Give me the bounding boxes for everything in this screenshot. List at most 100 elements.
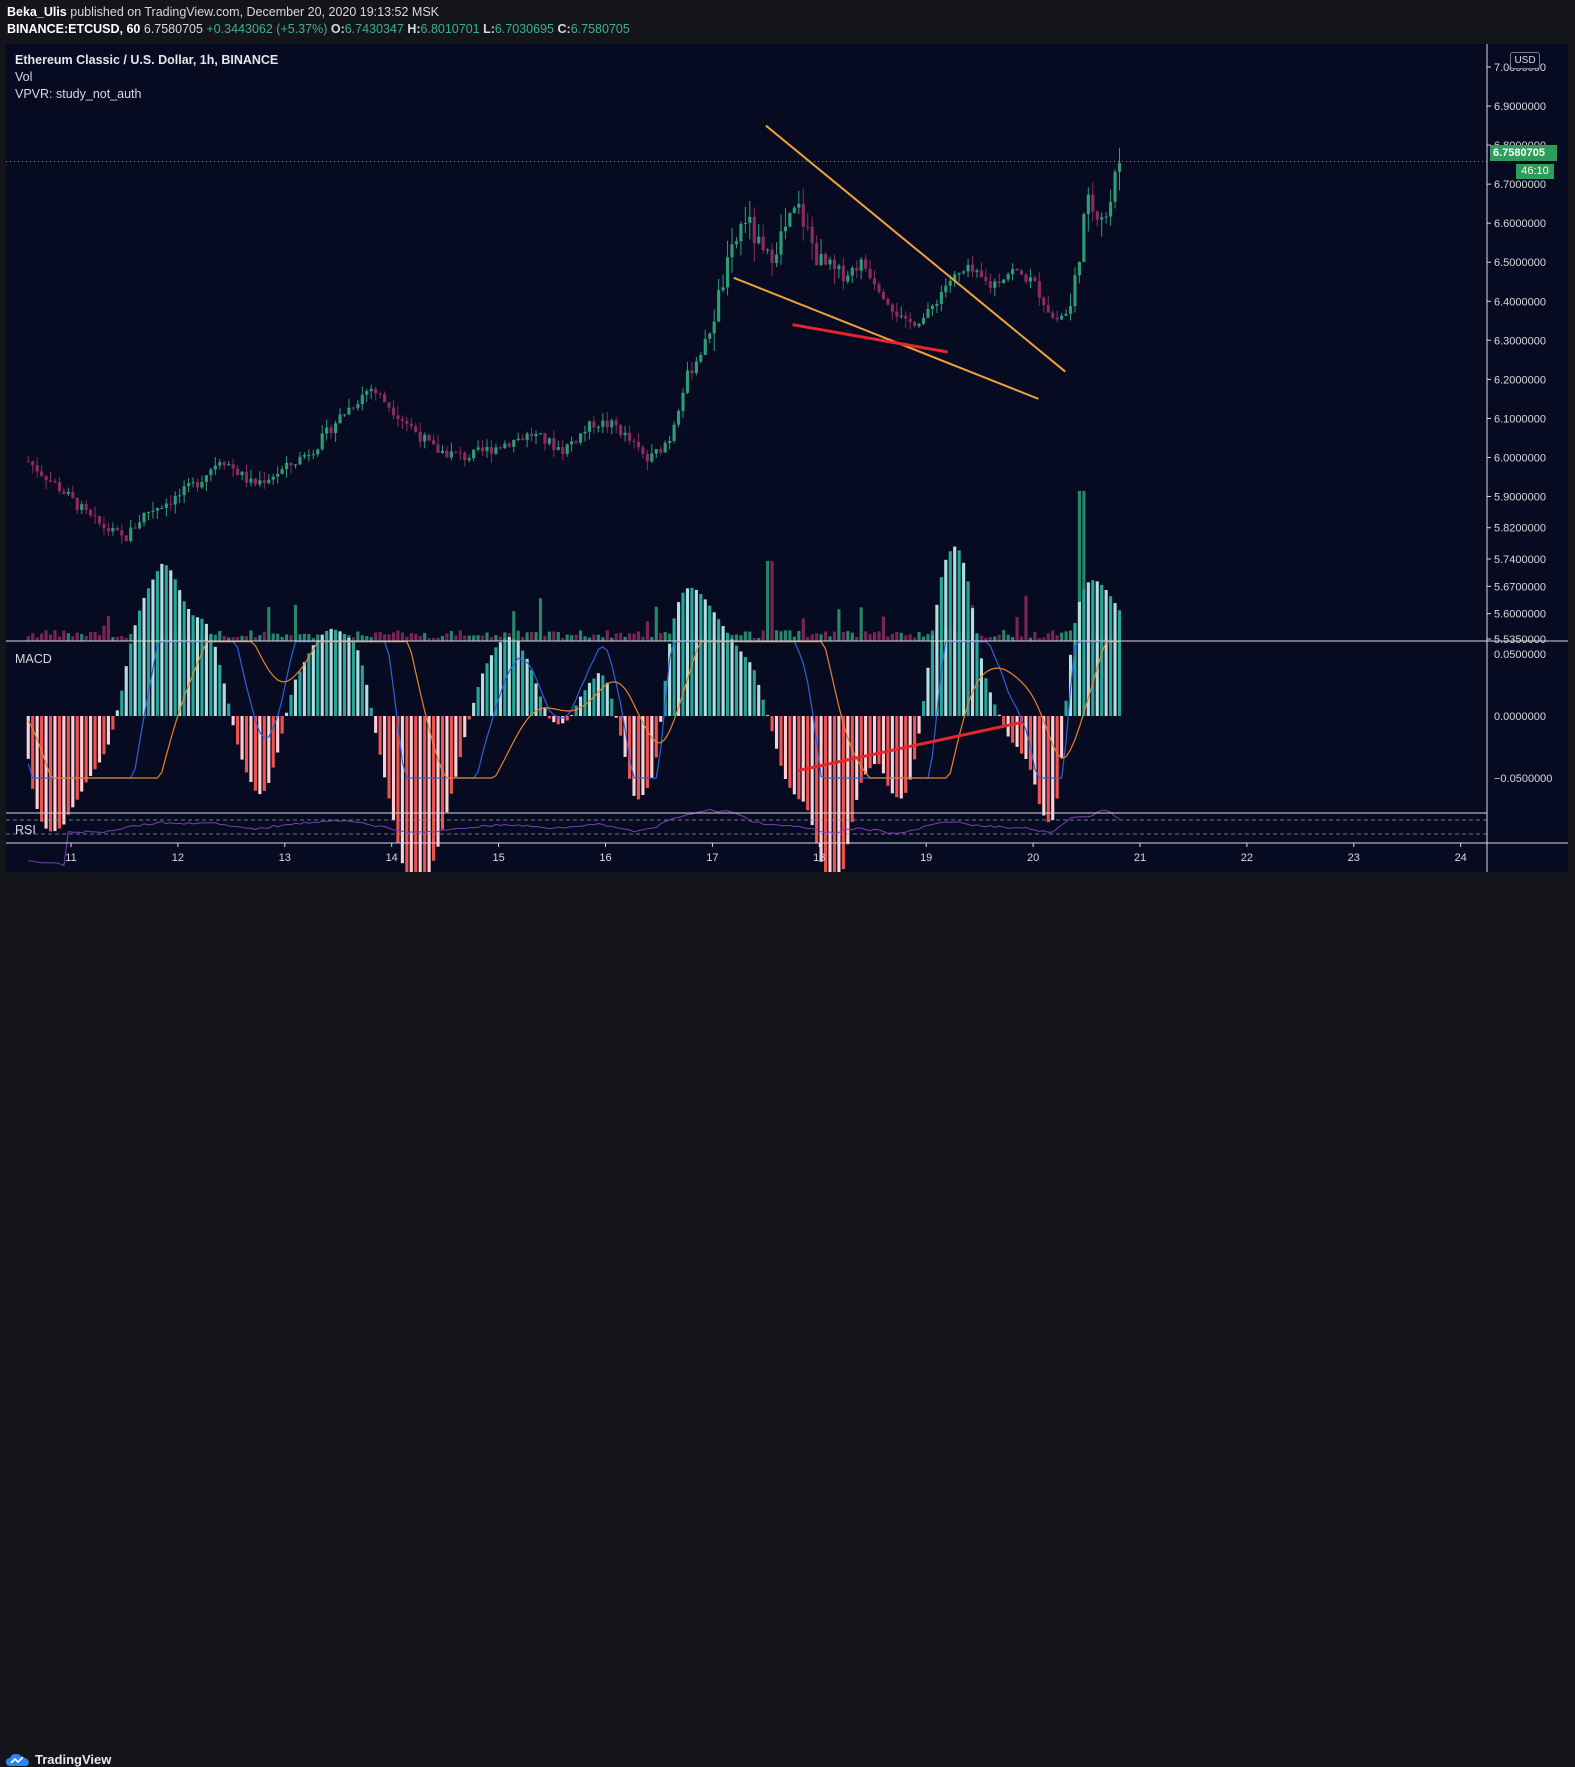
- macd-histogram-bar: [236, 716, 240, 745]
- volume-bar: [864, 631, 868, 641]
- candle-body: [1051, 312, 1055, 318]
- macd-histogram-bar: [837, 716, 841, 872]
- volume-bar: [213, 634, 217, 641]
- volume-bar: [405, 636, 409, 641]
- price-tick-label: 6.7000000: [1494, 179, 1546, 191]
- macd-histogram-bar: [80, 716, 84, 792]
- candle-body: [1024, 274, 1028, 282]
- macd-histogram-bar: [997, 714, 1001, 716]
- candle-body: [1011, 268, 1015, 275]
- vpvr-legend[interactable]: VPVR: study_not_auth: [15, 87, 142, 101]
- volume-bar: [988, 636, 992, 641]
- macd-histogram-bar: [409, 716, 413, 872]
- macd-histogram-bar: [138, 610, 142, 716]
- macd-histogram-bar: [1109, 596, 1113, 716]
- candle-body: [445, 450, 449, 458]
- macd-label[interactable]: MACD: [15, 652, 52, 666]
- macd-histogram-bar: [1015, 716, 1019, 747]
- candle-body: [31, 461, 35, 466]
- volume-bar: [222, 635, 226, 641]
- candle-body: [872, 278, 877, 285]
- volume-bar: [129, 634, 133, 641]
- volume-bar: [369, 637, 373, 641]
- macd-histogram-bar: [1024, 716, 1028, 760]
- macd-histogram-bar: [797, 716, 801, 800]
- macd-histogram-bar: [423, 716, 427, 872]
- candle-body: [690, 370, 694, 374]
- candle-body: [423, 434, 427, 442]
- candle-body: [48, 480, 53, 482]
- volume-bar: [908, 634, 912, 641]
- macd-histogram-bar: [841, 716, 845, 870]
- macd-histogram-bar: [712, 612, 716, 716]
- macd-histogram-bar: [89, 716, 93, 777]
- candle-body: [962, 271, 966, 273]
- candle-body: [846, 275, 850, 282]
- candle-body: [543, 433, 547, 444]
- candle-body: [596, 426, 600, 428]
- macd-histogram-bar: [485, 663, 489, 716]
- candle-body: [432, 440, 436, 445]
- rsi-pane: [6, 808, 1487, 867]
- vol-legend[interactable]: Vol: [15, 70, 33, 84]
- candle-body: [614, 420, 618, 426]
- macd-histogram-bar: [209, 633, 213, 716]
- brand-name: TradingView: [35, 1752, 112, 1767]
- candle-body: [391, 407, 396, 416]
- candle-body: [124, 535, 128, 542]
- macd-histogram-bar: [84, 716, 88, 783]
- macd-histogram-bar: [1046, 716, 1050, 823]
- volume-bar: [774, 630, 779, 641]
- author-name[interactable]: Beka_Ulis: [7, 5, 67, 19]
- chart-canvas[interactable]: 7.00000006.90000006.80000006.70000006.60…: [6, 44, 1568, 872]
- volume-bar: [302, 633, 306, 641]
- volume-bar: [440, 635, 445, 641]
- macd-histogram-bar: [815, 716, 819, 844]
- volume-bar: [570, 635, 574, 641]
- candle-body: [619, 425, 623, 436]
- macd-histogram-bar: [378, 716, 382, 755]
- volume-bar: [543, 635, 547, 641]
- volume-bar: [298, 634, 302, 641]
- candle-body: [552, 438, 556, 450]
- tradingview-logo[interactable]: TradingView: [6, 1752, 111, 1767]
- macd-histogram-bar: [530, 670, 534, 716]
- time-tick-label: 24: [1455, 852, 1467, 864]
- candle-body: [654, 449, 658, 454]
- candle-body: [895, 311, 899, 317]
- footer: TradingView: [0, 872, 1575, 1767]
- volume-bar: [810, 634, 814, 641]
- macd-histogram-bar: [365, 684, 369, 716]
- volume-bar: [993, 636, 997, 641]
- macd-histogram-bar: [806, 716, 810, 811]
- candle-body: [694, 361, 698, 374]
- macd-histogram-bar: [316, 640, 320, 716]
- volume-bar: [556, 632, 560, 641]
- rsi-label[interactable]: RSI: [15, 823, 36, 837]
- time-tick-label: 15: [492, 852, 504, 864]
- candle-body: [717, 290, 721, 322]
- symbol-label[interactable]: BINANCE:ETCUSD, 60: [7, 22, 141, 36]
- candle-body: [868, 268, 872, 279]
- macd-histogram-bar: [445, 716, 449, 813]
- macd-histogram-bar: [253, 716, 257, 791]
- macd-histogram-bar: [66, 716, 70, 815]
- volume-bar: [391, 632, 396, 641]
- candle-body: [1064, 313, 1068, 316]
- volume-bar: [258, 635, 262, 641]
- drawings[interactable]: [733, 124, 1066, 773]
- macd-histogram-bar: [115, 710, 119, 716]
- volume-bar: [240, 635, 244, 641]
- candle-body: [1042, 297, 1046, 305]
- candle-body: [164, 503, 168, 508]
- currency-badge[interactable]: USD: [1510, 52, 1540, 69]
- price-tick-label: 6.4000000: [1494, 296, 1546, 308]
- macd-histogram-bar: [641, 716, 645, 796]
- candle-body: [841, 265, 845, 282]
- macd-histogram-bar: [26, 716, 30, 759]
- volume-bar: [1051, 630, 1055, 641]
- chart-area[interactable]: 7.00000006.90000006.80000006.70000006.60…: [6, 44, 1568, 872]
- volume-bar: [1028, 637, 1032, 641]
- candle-body: [659, 449, 663, 453]
- macd-histogram-bar: [1028, 716, 1032, 770]
